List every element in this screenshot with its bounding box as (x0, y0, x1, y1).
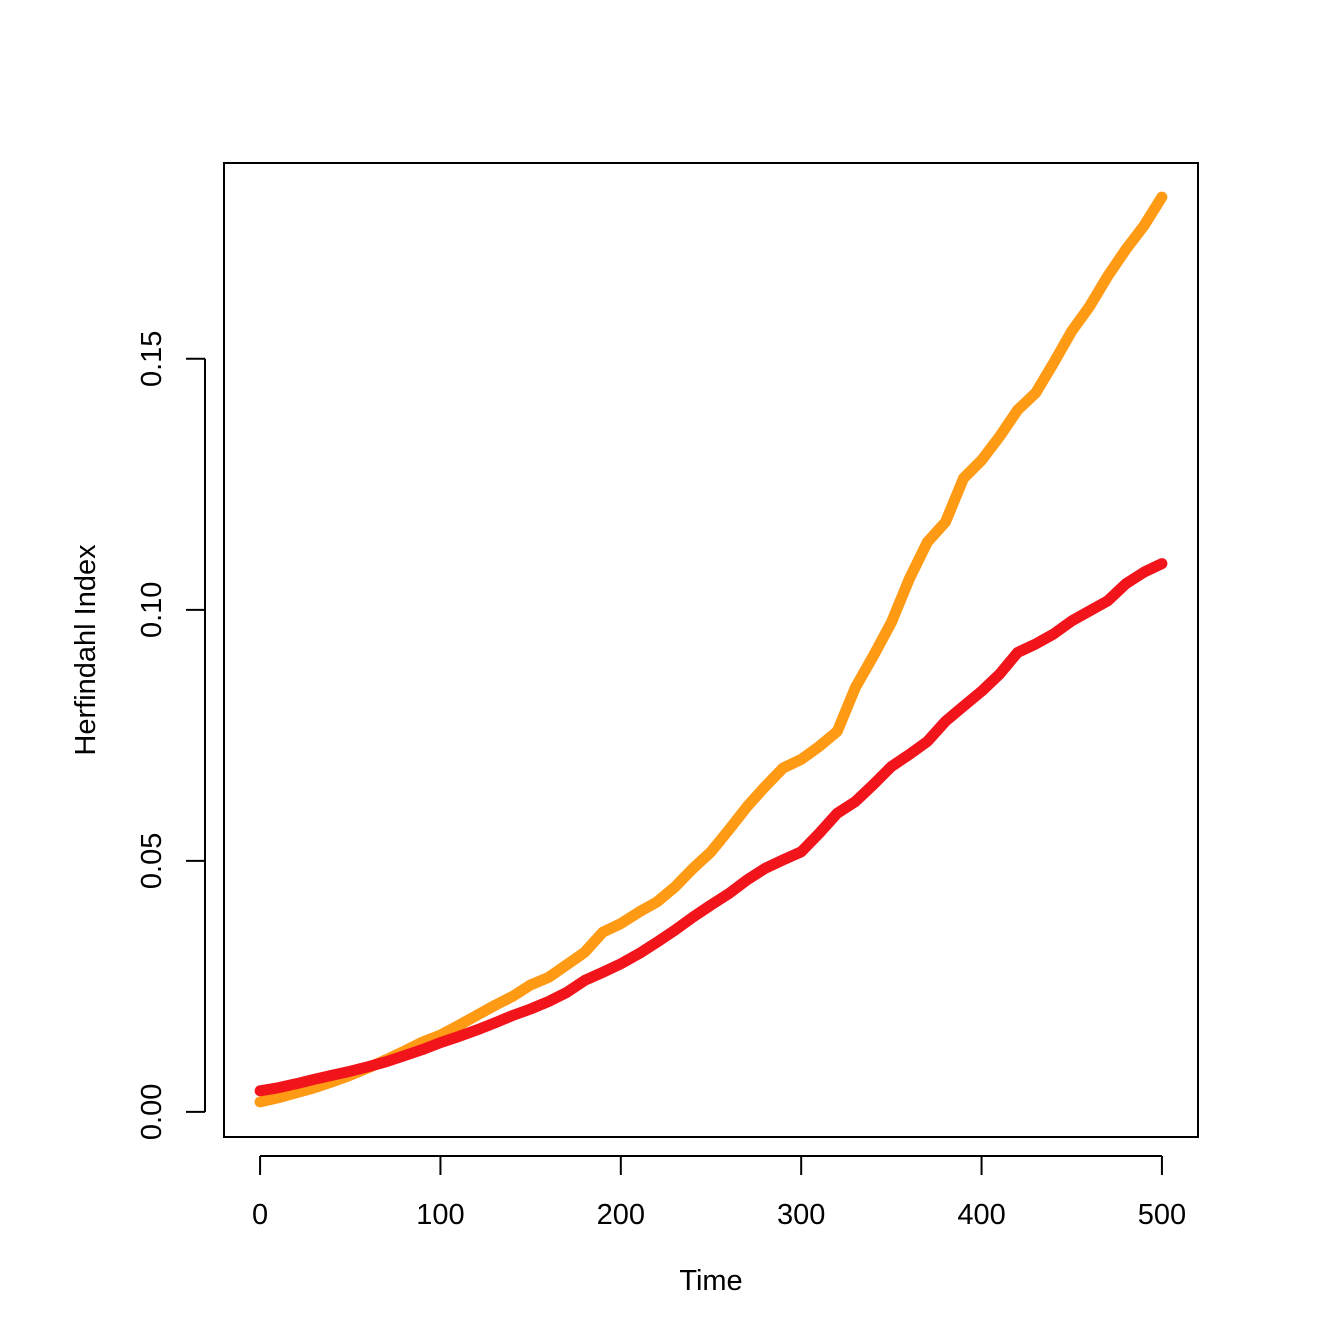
y-tick-label: 0.10 (136, 582, 168, 638)
y-axis: 0.00 0.05 0.10 0.15 (136, 331, 206, 1140)
x-tick-label: 400 (957, 1199, 1005, 1231)
x-axis: 0 100 200 300 400 500 (252, 1155, 1186, 1231)
series-line-2 (254, 558, 1168, 1097)
x-axis-title: Time (679, 1265, 742, 1297)
x-tick-label: 100 (416, 1199, 464, 1231)
plot-frame (223, 162, 1199, 1138)
x-tick-label: 200 (597, 1199, 645, 1231)
y-tick-label: 0.05 (136, 833, 168, 889)
y-tick-label: 0.15 (136, 331, 168, 387)
x-tick-label: 0 (252, 1199, 268, 1231)
series-layer (254, 191, 1168, 1108)
y-tick-label: 0.00 (136, 1084, 168, 1140)
x-tick-label: 500 (1138, 1199, 1186, 1231)
x-tick-label: 300 (777, 1199, 825, 1231)
y-axis-title: Herfindahl Index (70, 544, 102, 756)
